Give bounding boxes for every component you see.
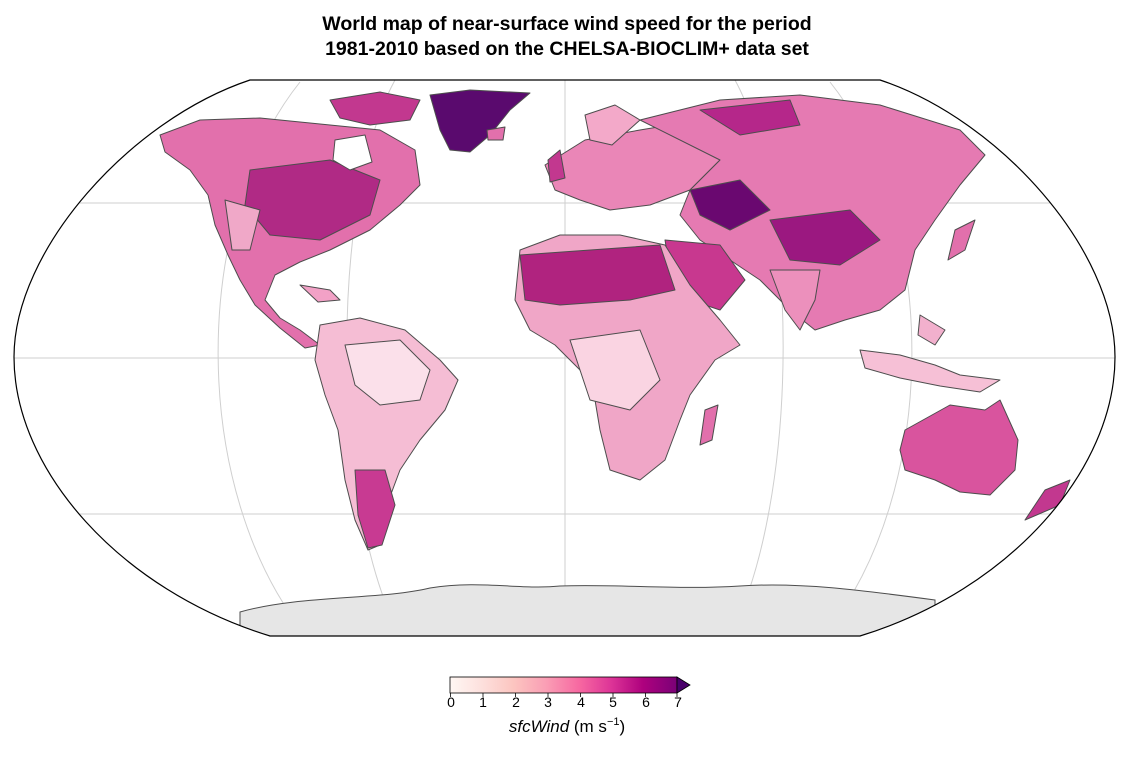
colorbar-tick: 4 xyxy=(577,694,585,710)
colorbar-tick: 3 xyxy=(544,694,552,710)
colorbar xyxy=(449,676,691,697)
arctic-islands xyxy=(329,91,421,126)
colorbar-tick-labels: 0 1 2 3 4 5 6 7 xyxy=(0,694,1134,714)
colorbar-tick: 5 xyxy=(609,694,617,710)
colorbar-variable: sfcWind xyxy=(508,717,570,736)
colorbar-tick: 6 xyxy=(642,694,650,710)
colorbar-tick: 2 xyxy=(512,694,520,710)
map-frame xyxy=(13,79,1116,637)
colorbar-extend-arrow xyxy=(676,676,691,694)
asia xyxy=(639,94,986,331)
antarctica xyxy=(239,584,936,636)
australia xyxy=(899,399,1019,496)
colorbar-tick: 0 xyxy=(447,694,455,710)
map-title-line-1: World map of near-surface wind speed for… xyxy=(322,13,812,35)
colorbar-units-prefix: (m s xyxy=(573,717,607,736)
colorbar-label: sfcWind (m s−1) xyxy=(0,716,1134,737)
colorbar-tick: 7 xyxy=(674,694,682,710)
map-title-line-2: 1981-2010 based on the CHELSA-BIOCLIM+ d… xyxy=(325,38,809,60)
colorbar-units-suffix: ) xyxy=(619,717,626,736)
colorbar-units-exponent: −1 xyxy=(606,716,620,728)
colorbar-tick: 1 xyxy=(479,694,487,710)
